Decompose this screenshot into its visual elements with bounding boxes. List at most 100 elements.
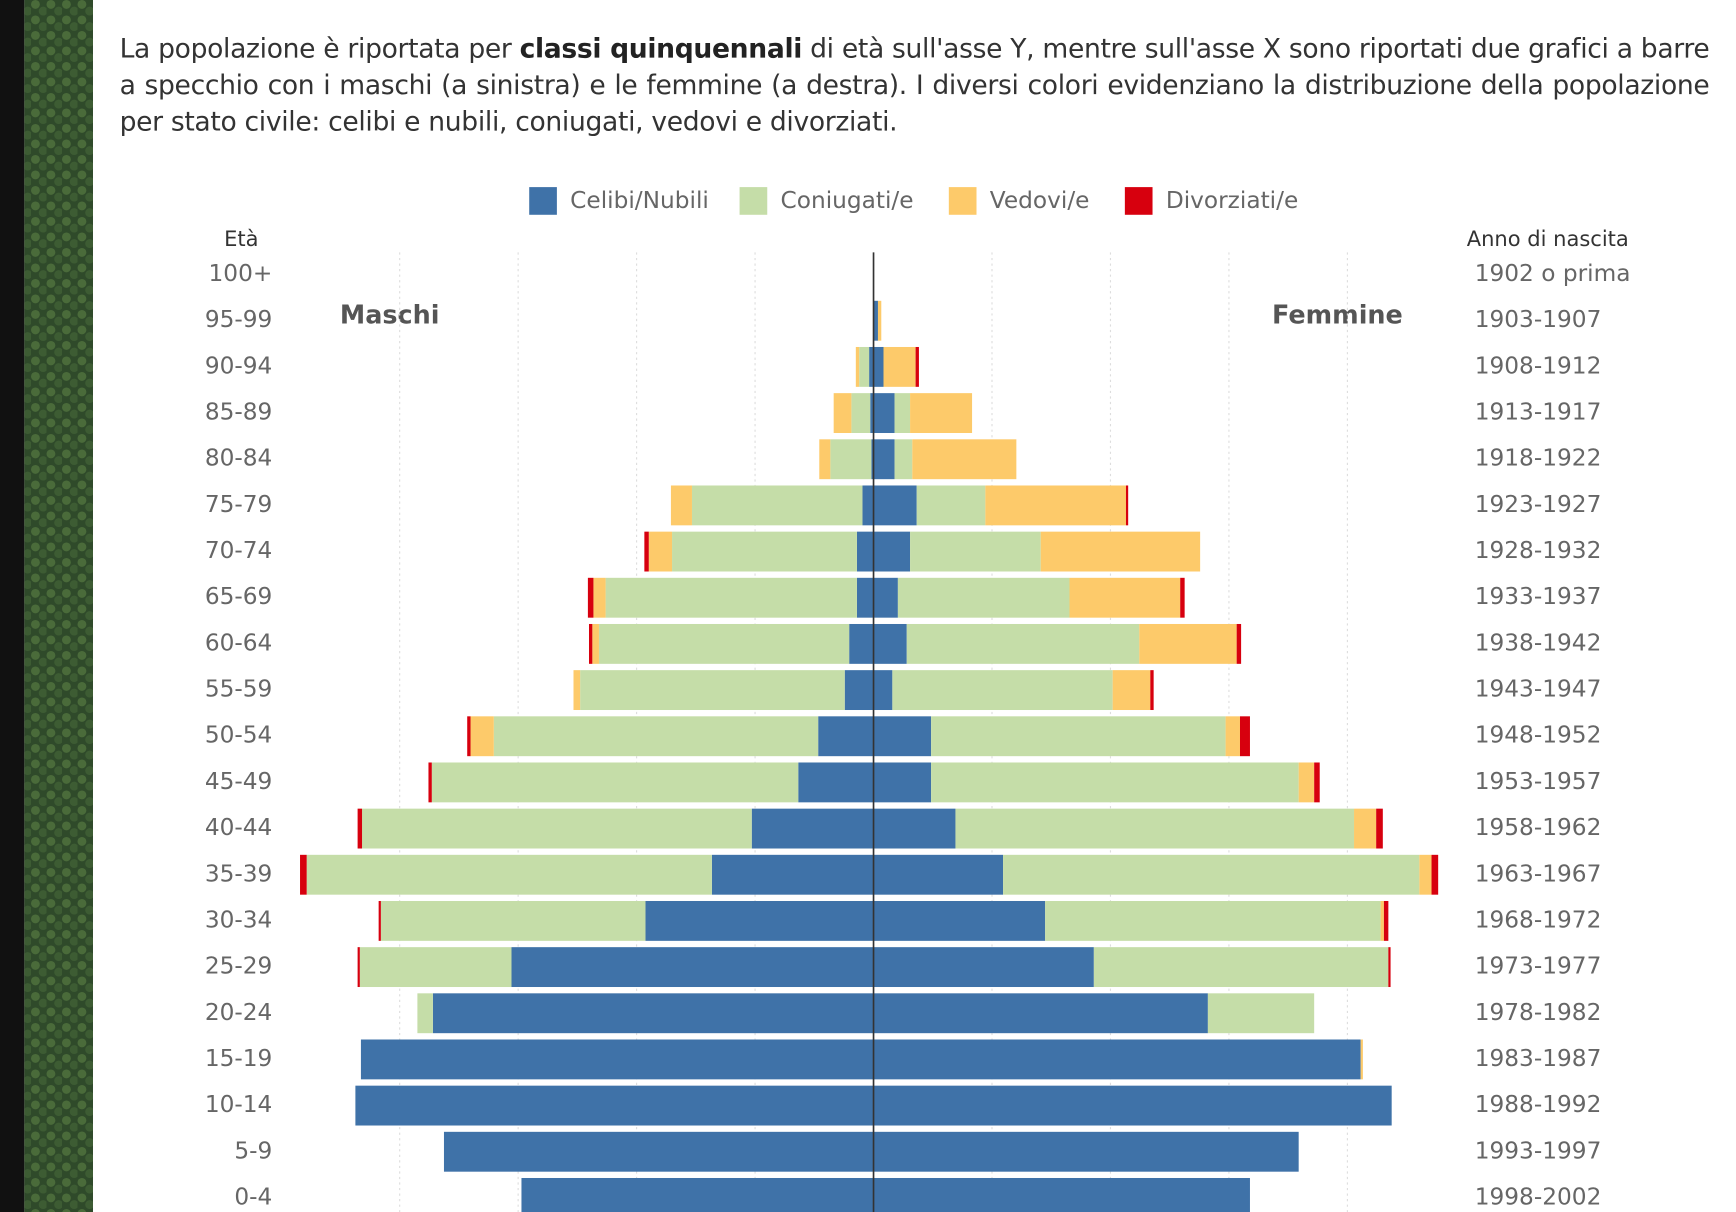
bar-male: [830, 439, 872, 480]
y-tick-label: 20-24: [205, 999, 273, 1026]
border: [0, 0, 25, 1212]
bar-female: [1180, 577, 1185, 618]
bar-male: [593, 577, 606, 618]
bar-male: [357, 947, 360, 988]
bar-female: [906, 623, 1140, 664]
y2-tick-label: 1938-1942: [1475, 629, 1602, 656]
bar-female: [1239, 716, 1250, 757]
y-tick-label: 15-19: [205, 1045, 273, 1072]
y2-tick-label: 1933-1937: [1475, 583, 1602, 610]
bar-male: [443, 1131, 874, 1172]
bar-male: [871, 439, 874, 480]
bar-female: [873, 485, 917, 526]
bar-female: [910, 531, 1041, 572]
y2-tick-label: 1923-1927: [1475, 491, 1602, 518]
legend-swatch: [1124, 187, 1153, 215]
bar-male: [592, 623, 599, 664]
satellite-strip: [24, 0, 93, 1212]
bar-male: [470, 716, 494, 757]
bar-female: [873, 762, 932, 803]
bar-male: [862, 485, 874, 526]
legend-label: Divorziati/e: [1166, 187, 1298, 214]
bar-female: [873, 854, 1004, 895]
bar-male: [605, 577, 857, 618]
y-tick-label: 65-69: [205, 583, 273, 610]
bar-female: [1125, 485, 1129, 526]
bar-female: [1003, 854, 1420, 895]
bar-female: [873, 577, 898, 618]
y-tick-label: 10-14: [205, 1091, 273, 1118]
y2-tick-label: 1998-2002: [1475, 1183, 1602, 1210]
bar-female: [873, 1131, 1299, 1172]
bar-male: [849, 623, 874, 664]
left-label: Maschi: [340, 301, 440, 331]
bar-female: [897, 577, 1070, 618]
bar-female: [985, 485, 1126, 526]
bar-male: [856, 531, 874, 572]
y2-tick-label: 1973-1977: [1475, 953, 1602, 980]
y2-tick-label: 1993-1997: [1475, 1137, 1602, 1164]
bar-female: [873, 808, 956, 849]
y-tick-label: 60-64: [205, 629, 273, 656]
bar-female: [873, 439, 895, 480]
y2-tick-label: 1902 o prima: [1475, 260, 1631, 287]
bar-female: [1388, 947, 1391, 988]
y-tick-label: 55-59: [205, 676, 273, 703]
text: di età sull'asse Y, mentre sull'asse X s…: [119, 33, 1710, 138]
bar-female: [1380, 900, 1384, 941]
bar-female: [1431, 854, 1439, 895]
bar-male: [432, 993, 874, 1034]
bar-male: [493, 716, 819, 757]
y-tick-label: 45-49: [205, 768, 273, 795]
y-tick-label: 85-89: [205, 399, 273, 426]
y-tick-label: 80-84: [205, 445, 273, 472]
y2-tick-label: 1928-1932: [1475, 537, 1602, 564]
bar-male: [819, 439, 831, 480]
bar-female: [873, 900, 1046, 941]
bar-female: [1360, 1039, 1363, 1080]
bar-female: [1314, 762, 1320, 803]
legend-swatch: [739, 187, 768, 215]
bar-male: [648, 531, 673, 572]
bar-female: [894, 439, 913, 480]
y-tick-label: 30-34: [205, 906, 273, 933]
bar-male: [521, 1177, 874, 1212]
bar-male: [833, 393, 852, 434]
bar-female: [1207, 993, 1315, 1034]
y2-tick-label: 1943-1947: [1475, 676, 1602, 703]
bar-female: [883, 346, 916, 387]
bar-male: [360, 1039, 874, 1080]
bar-female: [915, 346, 919, 387]
bar-male: [644, 531, 649, 572]
y2-tick-label: 1988-1992: [1475, 1091, 1602, 1118]
y-tick-label: 0-4: [234, 1183, 272, 1210]
y2-tick-label: 1958-1962: [1475, 814, 1602, 841]
legend-label: Vedovi/e: [990, 187, 1090, 214]
y2-tick-label: 1978-1982: [1475, 999, 1602, 1026]
y2-tick-label: 1913-1917: [1475, 399, 1602, 426]
bar-male: [380, 900, 646, 941]
y-tick-label: 40-44: [205, 814, 273, 841]
bar-female: [1354, 808, 1377, 849]
bar-male: [355, 1085, 874, 1126]
legend-label: Celibi/Nubili: [570, 187, 709, 214]
bar-female: [1069, 577, 1181, 618]
y2-tick-label: 1963-1967: [1475, 860, 1602, 887]
bar-male: [362, 808, 752, 849]
bar-female: [873, 947, 1094, 988]
bar-female: [916, 485, 986, 526]
y-tick-label: 100+: [209, 260, 273, 287]
bar-female: [1419, 854, 1432, 895]
bar-male: [798, 762, 874, 803]
bar-male: [869, 346, 874, 387]
bar-female: [1236, 623, 1242, 664]
bar-male: [573, 670, 581, 711]
description: La popolazione è riportata per classi qu…: [120, 31, 1710, 141]
y-tick-label: 90-94: [205, 352, 273, 379]
bar-male: [378, 900, 381, 941]
y2-tick-label: 1948-1952: [1475, 722, 1602, 749]
bar-male: [428, 762, 432, 803]
bar-male: [670, 485, 692, 526]
